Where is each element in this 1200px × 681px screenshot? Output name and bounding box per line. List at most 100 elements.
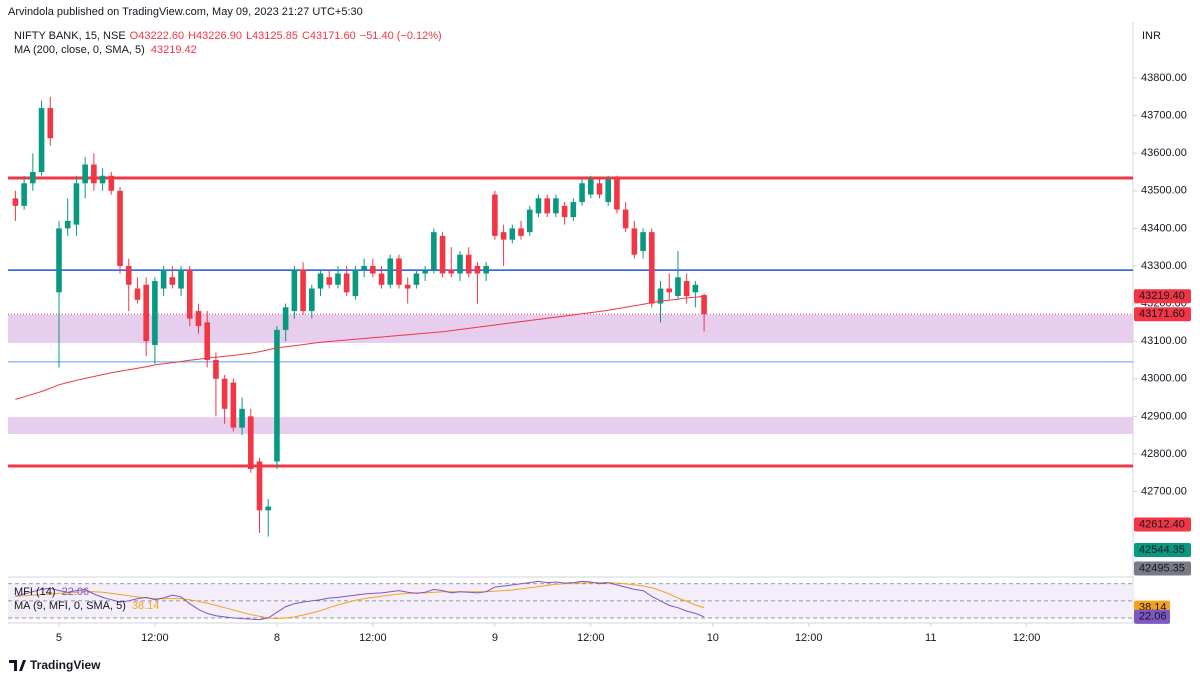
- candle-body: [117, 190, 123, 266]
- ma-line: [15, 295, 705, 400]
- candle-body: [12, 198, 19, 206]
- currency: INR: [1142, 30, 1161, 42]
- candle-body: [683, 281, 690, 297]
- candle-body: [614, 179, 620, 210]
- candle-body: [239, 408, 245, 428]
- y-tick-label: 43800.00: [1141, 72, 1187, 84]
- candle-body: [509, 228, 516, 240]
- candle-body: [465, 254, 472, 274]
- price-label-box: [1134, 517, 1191, 532]
- candle-body: [448, 269, 455, 274]
- candle-body: [361, 265, 367, 270]
- y-tick-label: 42700.00: [1141, 485, 1187, 497]
- candle-body: [47, 108, 54, 139]
- legend-change: −51.40 (−0.12%): [360, 30, 442, 42]
- y-tick-label: 43000.00: [1141, 373, 1187, 385]
- price-label: 42612.40: [1139, 518, 1185, 530]
- zone: [8, 314, 1133, 344]
- candle-body: [692, 284, 699, 293]
- footer: TradingView: [30, 658, 101, 672]
- candle-body: [274, 329, 280, 462]
- candle-body: [343, 273, 350, 293]
- candle-body: [457, 254, 463, 274]
- candle-body: [526, 209, 533, 233]
- candle-body: [352, 269, 359, 297]
- candle-body: [535, 198, 542, 214]
- y-tick-label: 42900.00: [1141, 410, 1187, 422]
- candle-body: [701, 295, 707, 315]
- candle-body: [169, 277, 176, 285]
- price-label: 43219.40: [1139, 290, 1185, 302]
- x-tick-label: 12:00: [795, 632, 823, 644]
- candle-body: [38, 108, 45, 172]
- candle-body: [518, 228, 524, 236]
- candle-body: [309, 288, 315, 312]
- candle-body: [474, 265, 481, 274]
- y-tick-label: 43300.00: [1141, 260, 1187, 272]
- y-tick-label: 43500.00: [1141, 185, 1187, 197]
- mfi-ma-value: 38.14: [132, 600, 160, 612]
- candle-body: [387, 258, 394, 285]
- x-tick-label: 12:00: [577, 632, 605, 644]
- x-tick-label: 5: [56, 632, 62, 644]
- mfi-value-label: 22.06: [1139, 611, 1167, 623]
- candle-body: [378, 273, 385, 285]
- candle-body: [247, 416, 254, 469]
- candle-body: [300, 269, 306, 312]
- y-tick-label: 42800.00: [1141, 448, 1187, 460]
- candle-body: [544, 198, 550, 214]
- candle-body: [30, 171, 36, 184]
- logo: TradingView: [9, 658, 101, 672]
- candle-body: [561, 205, 568, 218]
- candle-body: [143, 284, 149, 342]
- legend-ma-value: 43219.42: [151, 44, 197, 56]
- candle-body: [675, 277, 681, 297]
- candle-body: [73, 183, 80, 225]
- candle-body: [99, 175, 106, 184]
- legend-ma: MA (200, close, 0, SMA, 5) 43219.42: [14, 44, 197, 56]
- header: Arvindola published on TradingView.com, …: [8, 6, 363, 18]
- mfi-line: [15, 580, 705, 621]
- mfi-value: 22.06: [62, 586, 90, 598]
- zone: [8, 417, 1133, 435]
- y-tick-label: 43400.00: [1141, 222, 1187, 234]
- candle-body: [587, 179, 594, 195]
- candle-body: [195, 311, 202, 327]
- candle-body: [178, 269, 184, 289]
- candle-body: [186, 269, 193, 319]
- candle-body: [404, 284, 411, 289]
- candle-body: [56, 228, 62, 293]
- candle-body: [483, 265, 489, 274]
- candle-body: [108, 175, 115, 191]
- candle-body: [134, 288, 141, 300]
- candle-body: [21, 183, 27, 206]
- x-tick-label: 9: [492, 632, 498, 644]
- mfi-ma-line: [15, 582, 705, 620]
- x-tick-label: 8: [274, 632, 280, 644]
- price-label-box: [1134, 543, 1191, 558]
- candle-body: [579, 183, 585, 203]
- x-tick-label: 10: [707, 632, 719, 644]
- candle-body: [317, 273, 324, 289]
- candle-body: [605, 179, 612, 203]
- legend-symbol: NIFTY BANK, 15, NSE: [14, 30, 126, 42]
- candle-body: [570, 202, 577, 218]
- price-label-box: [1134, 307, 1191, 322]
- mfi-legend: MFI (14) 22.06: [14, 586, 89, 598]
- legend-ma-name: MA (200, close, 0, SMA, 5): [14, 44, 145, 56]
- candle-body: [265, 506, 272, 511]
- mfi-ma-name: MA (9, MFI, 0, SMA, 5): [14, 600, 126, 612]
- x-tick-label: 12:00: [141, 632, 169, 644]
- candle-body: [666, 288, 673, 293]
- candle-body: [335, 273, 341, 285]
- candle-body: [422, 269, 428, 274]
- candle-body: [622, 209, 629, 229]
- candle-body: [326, 277, 333, 285]
- candle-body: [631, 228, 638, 255]
- candle-body: [204, 322, 210, 360]
- candle-body: [431, 232, 437, 270]
- candle-body: [657, 288, 664, 304]
- x-tick-label: 11: [925, 632, 936, 644]
- y-tick-label: 43700.00: [1141, 110, 1187, 122]
